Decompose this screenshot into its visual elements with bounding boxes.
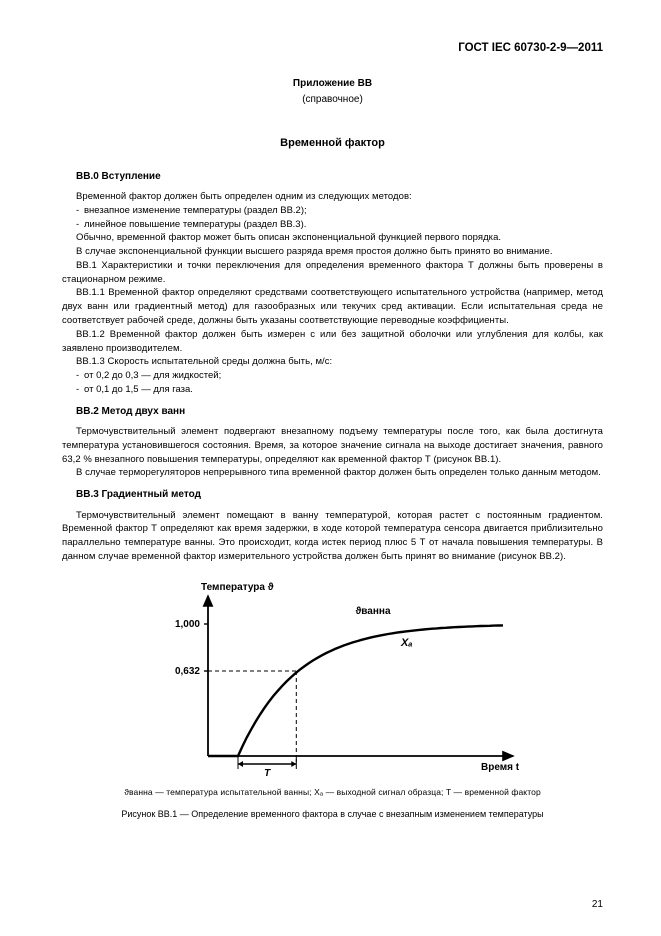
body-text: ВВ.1.3 Скорость испытательной среды долж… — [62, 355, 603, 369]
list-item: внезапное изменение температуры (раздел … — [62, 204, 603, 218]
list-item: от 0,2 до 0,3 — для жидкостей; — [62, 369, 603, 383]
body-text: ВВ.1 Характеристики и точки переключения… — [62, 259, 603, 287]
svg-text:Xₐ: Xₐ — [400, 637, 413, 649]
list: от 0,2 до 0,3 — для жидкостей; от 0,1 до… — [62, 369, 603, 397]
document-id: ГОСТ IEC 60730-2-9—2011 — [62, 40, 603, 57]
svg-text:Время t: Время t — [481, 762, 520, 773]
section-head-bb2: ВВ.2 Метод двух ванн — [76, 405, 603, 420]
list: внезапное изменение температуры (раздел … — [62, 204, 603, 232]
svg-text:Температура ϑ: Температура ϑ — [201, 582, 274, 593]
body-text: Термочувствительный элемент подвергают в… — [62, 425, 603, 466]
list-item: от 0,1 до 1,5 — для газа. — [62, 383, 603, 397]
page-number: 21 — [592, 898, 603, 913]
body-text: Обычно, временной фактор может быть опис… — [62, 231, 603, 245]
body-text: ВВ.1.2 Временной фактор должен быть изме… — [62, 328, 603, 356]
body-text: Термочувствительный элемент помещают в в… — [62, 509, 603, 564]
body-text: В случае экспоненциальной функции высшег… — [62, 245, 603, 259]
figure-title: Рисунок ВВ.1 — Определение временного фа… — [62, 808, 603, 821]
body-text: В случае терморегуляторов непрерывного т… — [62, 466, 603, 480]
svg-text:ϑванна: ϑванна — [355, 606, 390, 617]
section-head-bb0: ВВ.0 Вступление — [76, 170, 603, 185]
svg-text:0,632: 0,632 — [174, 666, 199, 677]
chart-svg: Температура ϑ Время t 0,632 1,000 ϑванна Xₐ T — [143, 576, 523, 776]
body-text: Временной фактор должен быть определен о… — [62, 190, 603, 204]
svg-text:T: T — [264, 768, 271, 776]
appendix-subtitle: (справочное) — [62, 93, 603, 108]
section-head-bb3: ВВ.3 Градиентный метод — [76, 488, 603, 503]
main-title: Временной фактор — [62, 136, 603, 152]
appendix-title: Приложение ВВ — [62, 77, 603, 92]
body-text: ВВ.1.1 Временной фактор определяют средс… — [62, 286, 603, 327]
figure-legend: ϑванна — температура испытательной ванны… — [62, 786, 603, 798]
list-item: линейное повышение температуры (раздел В… — [62, 218, 603, 232]
page: ГОСТ IEC 60730-2-9—2011 Приложение ВВ (с… — [0, 0, 661, 936]
figure-bb1: Температура ϑ Время t 0,632 1,000 ϑванна Xₐ T — [143, 576, 523, 776]
svg-text:1,000: 1,000 — [174, 619, 199, 630]
